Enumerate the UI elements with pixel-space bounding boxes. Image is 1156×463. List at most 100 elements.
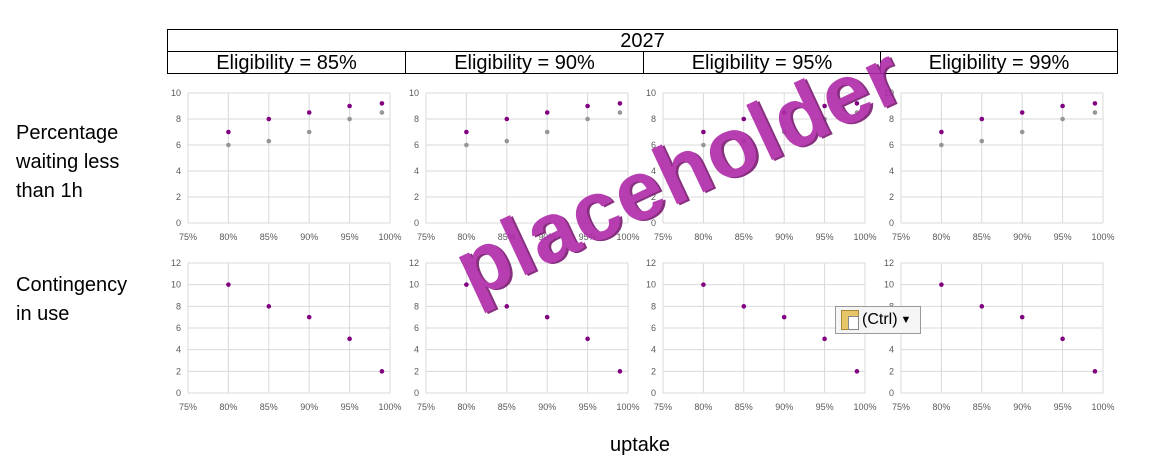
data-point [266,138,272,144]
data-point [306,110,312,115]
column-header-label: Eligibility = 85% [216,52,357,74]
y-tick-label: 4 [889,166,894,176]
data-point [979,116,985,122]
y-tick-label: 0 [176,388,181,398]
row-label-waiting: Percentage waiting less than 1h [16,122,120,202]
x-tick-label: 85% [498,232,516,242]
x-tick-label: 90% [300,402,318,412]
y-tick-label: 6 [889,140,894,150]
y-tick-label: 8 [176,301,181,311]
data-point [464,129,469,135]
data-point [585,103,590,109]
x-tick-label: 80% [457,232,475,242]
x-tick-label: 95% [816,232,834,242]
data-point [781,110,787,115]
x-tick-label: 95% [341,402,359,412]
y-tick-label: 10 [409,280,419,290]
data-point [617,101,623,106]
y-tick-label: 0 [176,218,181,228]
y-tick-label: 6 [651,323,656,333]
data-point [464,142,469,148]
x-tick-label: 80% [932,402,950,412]
y-tick-label: 2 [176,192,181,202]
data-point [1019,314,1025,320]
y-tick-label: 10 [646,280,656,290]
y-tick-label: 4 [889,345,894,355]
chevron-down-icon: ▼ [900,314,912,326]
x-tick-label: 80% [694,232,712,242]
data-point [701,129,706,135]
x-tick-label: 90% [300,232,318,242]
data-point [306,314,312,320]
x-tick-label: 100% [853,232,876,242]
data-point [741,116,747,122]
row-label-contingency: Contingency in use [16,274,128,325]
x-tick-label: 85% [498,402,516,412]
y-tick-label: 10 [171,88,181,98]
y-tick-label: 0 [651,388,656,398]
data-point [822,103,827,109]
y-tick-label: 6 [651,140,656,150]
y-tick-label: 6 [176,140,181,150]
x-tick-label: 100% [616,402,639,412]
data-point [266,304,272,309]
column-header-90: Eligibility = 90% [405,51,644,74]
column-header-label: Eligibility = 90% [454,52,595,74]
x-tick-label: 85% [973,232,991,242]
column-header-label: Eligibility = 99% [928,52,1070,74]
data-point [544,314,550,320]
data-point [379,110,385,115]
x-tick-label: 90% [775,232,793,242]
data-point [266,116,272,122]
data-point [701,282,706,287]
y-tick-label: 12 [171,258,181,268]
y-tick-label: 8 [176,114,181,124]
y-tick-label: 0 [889,218,894,228]
data-point [1092,110,1098,115]
y-tick-label: 4 [176,345,181,355]
y-tick-label: 6 [176,323,181,333]
x-tick-label: 90% [775,402,793,412]
x-tick-label: 85% [260,232,278,242]
data-point [1019,129,1025,135]
data-point [854,101,860,106]
y-tick-label: 10 [409,88,419,98]
data-point [822,336,827,342]
x-axis-label: uptake [610,434,671,456]
data-point [347,336,352,342]
y-tick-label: 12 [884,258,894,268]
y-tick-label: 4 [176,166,181,176]
y-tick-label: 8 [414,301,419,311]
x-tick-label: 100% [616,232,639,242]
data-point [1060,103,1065,109]
x-tick-label: 75% [892,232,910,242]
x-tick-label: 75% [892,402,910,412]
x-tick-label: 75% [654,402,672,412]
data-point [544,110,550,115]
clipboard-icon [841,310,859,330]
data-point [854,110,860,115]
x-tick-label: 75% [179,402,197,412]
y-tick-label: 2 [414,366,419,376]
x-tick-label: 85% [260,402,278,412]
paste-options-button[interactable]: (Ctrl) ▼ [835,306,921,334]
y-tick-label: 2 [889,366,894,376]
data-point [1092,369,1098,374]
y-tick-label: 0 [414,218,419,228]
y-tick-label: 0 [414,388,419,398]
x-tick-label: 100% [1091,232,1114,242]
data-point [781,129,787,135]
data-point [585,336,590,342]
data-point [347,116,352,122]
year-label: 2027 [620,30,665,52]
x-tick-label: 100% [853,402,876,412]
y-tick-label: 12 [409,258,419,268]
x-tick-label: 95% [579,402,597,412]
x-tick-label: 95% [579,232,597,242]
data-point [979,304,985,309]
y-tick-label: 2 [651,366,656,376]
y-tick-label: 8 [651,301,656,311]
data-point [504,304,510,309]
y-tick-label: 0 [651,218,656,228]
